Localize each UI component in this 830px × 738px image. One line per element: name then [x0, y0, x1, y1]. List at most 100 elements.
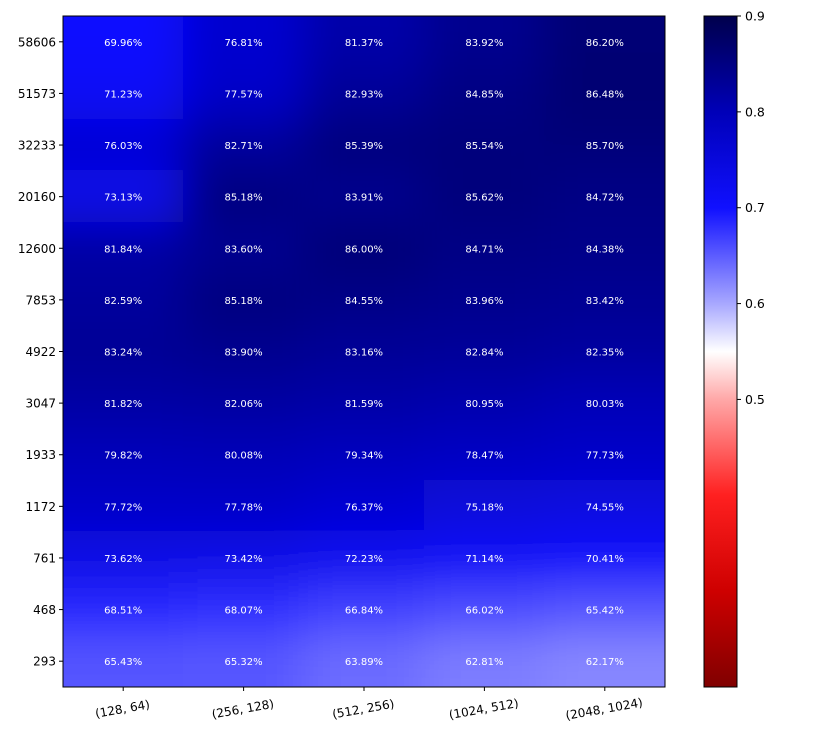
cell-value-label: 65.42% — [586, 606, 624, 617]
heatmap-cell — [423, 325, 546, 378]
heatmap-cells — [63, 16, 665, 687]
cell-value-label: 77.73% — [586, 451, 624, 462]
cell-value-label: 79.82% — [104, 451, 142, 462]
y-tick-label: 761 — [33, 551, 56, 565]
heatmap-cell — [63, 273, 184, 327]
cell-value-label: 84.71% — [465, 244, 503, 255]
cell-value-label: 79.34% — [345, 451, 383, 462]
cell-value-label: 77.57% — [225, 89, 263, 100]
heatmap-cell — [544, 428, 665, 482]
heatmap-cell — [182, 531, 305, 585]
heatmap-cell — [182, 428, 305, 482]
heatmap-cell-edge — [664, 686, 665, 687]
heatmap-cell — [544, 16, 665, 69]
heatmap-cell — [303, 16, 425, 69]
cell-value-label: 65.32% — [225, 657, 263, 668]
heatmap-cell — [182, 325, 305, 378]
heatmap-cell — [544, 221, 665, 275]
cell-value-label: 80.95% — [465, 399, 503, 410]
cell-value-label: 84.38% — [586, 244, 624, 255]
y-tick-label: 468 — [33, 603, 56, 617]
heatmap-cell — [423, 583, 546, 636]
heatmap-cell — [423, 16, 546, 69]
cell-value-label: 76.03% — [104, 141, 142, 152]
heatmap-cell — [63, 634, 184, 687]
cell-value-label: 62.81% — [465, 657, 503, 668]
cell-value-label: 86.48% — [586, 89, 624, 100]
heatmap-cell — [303, 170, 425, 223]
x-axis: (128, 64) (256, 128) (512, 256) (1024, 512)… — [94, 687, 644, 723]
heatmap-cell — [423, 67, 546, 120]
cell-value-label: 83.24% — [104, 348, 142, 359]
heatmap-cell — [303, 273, 425, 327]
cell-value-label: 80.08% — [225, 451, 263, 462]
cell-value-label: 62.17% — [586, 657, 624, 668]
cell-value-label: 82.84% — [465, 348, 503, 359]
heatmap-cell-edge — [63, 686, 64, 687]
cell-value-label: 66.84% — [345, 606, 383, 617]
y-tick-label: 293 — [33, 655, 56, 669]
heatmap-cell — [63, 376, 184, 430]
colorbar — [703, 15, 738, 688]
cell-value-label: 73.62% — [104, 554, 142, 565]
cell-value-label: 63.89% — [345, 657, 383, 668]
cell-value-label: 85.39% — [345, 141, 383, 152]
heatmap-cell — [423, 376, 546, 430]
heatmap-cell — [303, 634, 425, 687]
cell-value-label: 74.55% — [586, 502, 624, 513]
colorbar-tick-label: 0.7 — [745, 200, 765, 215]
cell-value-label: 78.47% — [465, 451, 503, 462]
cell-value-label: 82.35% — [586, 348, 624, 359]
heatmap-cell — [63, 428, 184, 482]
heatmap-cell-edge — [423, 16, 546, 17]
heatmap-cell — [303, 221, 425, 275]
cell-value-label: 81.59% — [345, 399, 383, 410]
heatmap-cell — [303, 118, 425, 172]
y-tick-label: 4922 — [25, 345, 56, 359]
cell-value-label: 83.90% — [225, 348, 263, 359]
cell-value-label: 84.55% — [345, 296, 383, 307]
cell-value-label: 81.37% — [345, 38, 383, 49]
cell-value-label: 83.16% — [345, 348, 383, 359]
heatmap-cell — [303, 325, 425, 378]
cell-value-label: 82.93% — [345, 89, 383, 100]
cell-value-label: 70.41% — [586, 554, 624, 565]
heatmap-cell — [63, 480, 184, 533]
heatmap-cell — [423, 480, 546, 533]
heatmap-cell — [544, 170, 665, 223]
heatmap-cell — [182, 634, 305, 687]
heatmap-cell — [544, 376, 665, 430]
heatmap-cell — [63, 583, 184, 636]
cell-value-label: 85.54% — [465, 141, 503, 152]
y-tick-label: 51573 — [18, 87, 56, 101]
heatmap-cell — [182, 480, 305, 533]
cell-value-label: 76.37% — [345, 502, 383, 513]
heatmap-cell — [182, 221, 305, 275]
cell-value-label: 83.92% — [465, 38, 503, 49]
heatmap-cell — [303, 583, 425, 636]
colorbar-tick-label: 0.9 — [745, 9, 765, 24]
heatmap-cell — [423, 428, 546, 482]
heatmap-cell — [544, 325, 665, 378]
cell-value-label: 66.02% — [465, 606, 503, 617]
heatmap-cell — [63, 16, 184, 69]
cell-value-label: 81.82% — [104, 399, 142, 410]
cell-value-label: 77.72% — [104, 502, 142, 513]
heatmap-cell — [423, 634, 546, 687]
cell-value-label: 69.96% — [104, 38, 142, 49]
x-tick-label: (256, 128) — [211, 697, 275, 722]
cell-value-label: 82.59% — [104, 296, 142, 307]
cell-value-label: 85.18% — [225, 296, 263, 307]
heatmap-cell — [182, 170, 305, 223]
heatmap-cell — [63, 118, 184, 172]
heatmap-cell — [182, 118, 305, 172]
heatmap-cell-edge — [182, 16, 305, 17]
cell-value-label: 86.00% — [345, 244, 383, 255]
heatmap-cell — [544, 531, 665, 585]
heatmap-cell — [182, 583, 305, 636]
cell-value-label: 84.72% — [586, 193, 624, 204]
heatmap-cell-edge — [63, 16, 64, 17]
cell-value-label: 65.43% — [104, 657, 142, 668]
heatmap-cell — [63, 221, 184, 275]
